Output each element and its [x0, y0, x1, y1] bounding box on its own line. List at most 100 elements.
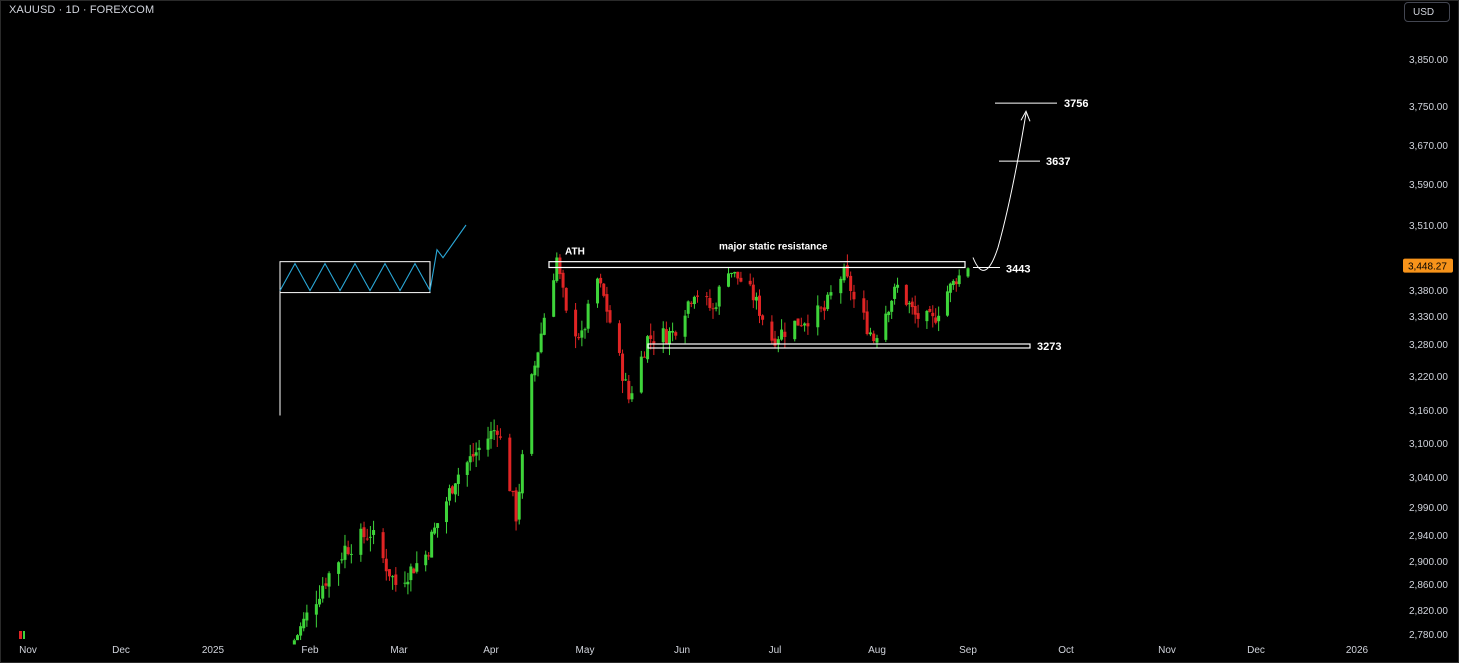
drawings-layer: 3756 3637 3443 3273 ATH major static resistan…	[279, 98, 1088, 416]
candle-down	[934, 317, 938, 323]
candle-up	[727, 273, 730, 287]
candle-up	[542, 317, 546, 335]
candle-up	[318, 598, 322, 605]
candle-up	[465, 462, 469, 475]
candle-up	[456, 474, 460, 484]
candle-down	[773, 338, 777, 346]
candle-down	[819, 307, 823, 309]
candle-up	[875, 338, 879, 343]
candle-up	[409, 566, 413, 581]
candle-up	[489, 430, 493, 440]
candle-down	[865, 311, 869, 335]
candle-up	[661, 328, 665, 343]
candle-down	[796, 318, 800, 326]
candle-up	[624, 379, 628, 381]
candle-up	[948, 283, 952, 293]
candle-up	[492, 430, 496, 432]
candle-up	[945, 291, 949, 316]
candle-up	[474, 452, 478, 456]
candle-up	[321, 585, 325, 599]
candle-up	[23, 631, 25, 639]
candle-up	[816, 305, 820, 328]
candle-down	[365, 538, 369, 540]
price-tick-label: 3,850.00	[1409, 55, 1448, 66]
candle-down	[783, 331, 787, 337]
candle-down	[664, 329, 668, 344]
last-price-label: 3,448.27	[1408, 262, 1447, 273]
candle-up	[793, 320, 797, 340]
candle-down	[711, 308, 715, 310]
time-tick-label: May	[576, 645, 595, 656]
symbol-title: XAUUSD · 1D · FOREXCOM	[9, 4, 155, 16]
candle-up	[925, 310, 929, 322]
candle-up	[372, 530, 376, 535]
candle-down	[758, 295, 761, 316]
price-tick-label: 2,780.00	[1409, 630, 1448, 641]
price-tick-label: 3,670.00	[1409, 141, 1448, 152]
resistance-zone	[548, 261, 966, 269]
candle-up	[893, 286, 897, 299]
annotation-ath: ATH	[565, 247, 585, 258]
candle-down	[913, 305, 917, 315]
candle-up	[530, 374, 534, 454]
projection-arrow	[972, 113, 1027, 271]
candle-up	[887, 311, 891, 316]
candle-down	[928, 308, 932, 312]
candle-down	[558, 257, 562, 275]
candle-up	[714, 307, 718, 309]
time-tick-label: Oct	[1058, 645, 1074, 656]
candle-up	[896, 284, 900, 288]
candle-down	[674, 332, 678, 336]
candle-down	[511, 491, 515, 493]
level-label-3273: 3273	[1037, 341, 1061, 353]
candle-up	[829, 292, 833, 296]
candle-down	[751, 284, 755, 301]
support-zone	[647, 343, 1031, 349]
candle-down	[471, 454, 475, 457]
candle-up	[436, 523, 440, 528]
candle-up	[839, 278, 843, 294]
candle-up	[692, 296, 696, 305]
candle-down	[849, 275, 853, 292]
candle-down	[384, 558, 388, 572]
candle-down	[916, 313, 920, 319]
candle-down	[739, 277, 743, 282]
price-tick-label: 3,380.00	[1409, 286, 1448, 297]
price-tick-label: 2,990.00	[1409, 503, 1448, 514]
candle-down	[822, 307, 826, 311]
candle-up	[586, 303, 590, 329]
time-tick-label: Sep	[959, 645, 977, 656]
candle-up	[368, 536, 372, 538]
candle-up	[292, 640, 296, 645]
candle-up	[453, 483, 457, 495]
price-tick-label: 3,100.00	[1409, 439, 1448, 450]
candle-up	[295, 635, 299, 641]
price-tick-label: 3,280.00	[1409, 340, 1448, 351]
candle-up	[686, 301, 690, 314]
candle-down	[602, 283, 606, 296]
candle-up	[842, 266, 846, 281]
candle-up	[884, 313, 888, 340]
candle-down	[689, 302, 693, 304]
candle-down	[608, 310, 612, 323]
candle-down	[862, 298, 866, 313]
candle-up	[733, 271, 737, 274]
candle-down	[931, 312, 935, 317]
candle-up	[966, 268, 970, 277]
candle-up	[639, 356, 643, 393]
candle-down	[748, 280, 752, 285]
candle-down	[872, 333, 876, 342]
annotation-resistance: major static resistance	[719, 242, 828, 253]
candle-up	[776, 339, 780, 344]
currency-selector[interactable]: USD	[1404, 2, 1450, 22]
candle-up	[517, 491, 521, 520]
candle-down	[649, 335, 653, 339]
candle-up	[803, 323, 807, 326]
arrow-head	[1020, 110, 1031, 122]
candle-down	[508, 437, 512, 492]
schematic-box	[279, 261, 431, 294]
candle-up	[596, 278, 600, 304]
time-tick-label: Jun	[674, 645, 690, 656]
candle-down	[498, 436, 502, 438]
